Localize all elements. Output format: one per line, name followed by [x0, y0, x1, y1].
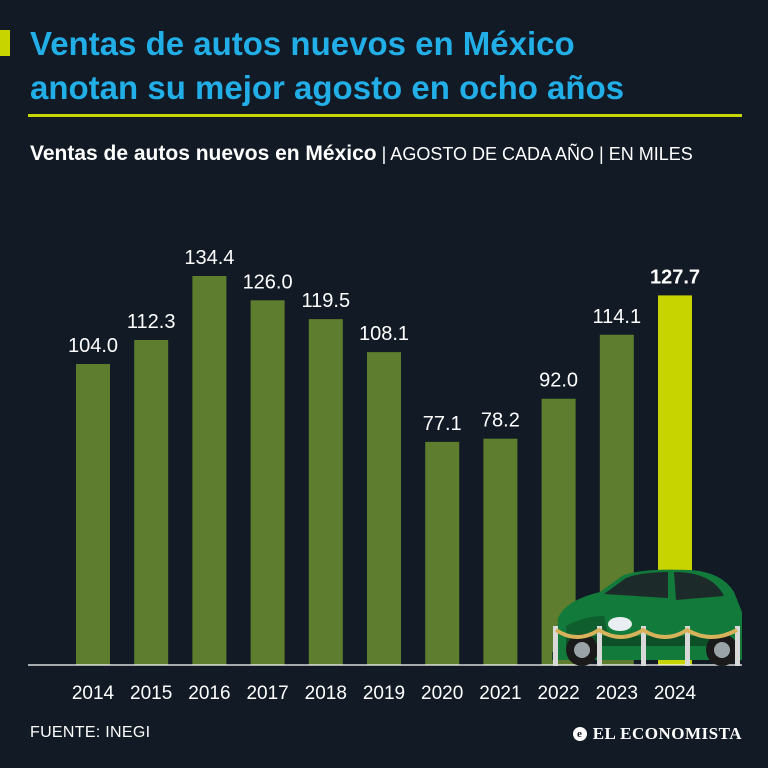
e-logo-icon: e	[572, 727, 587, 741]
bar-2020	[425, 441, 460, 665]
tick-label-2018: 2018	[305, 683, 347, 704]
brand-logo: e EL ECONOMISTA	[572, 724, 742, 744]
data-label-2024: 127.7	[650, 266, 700, 288]
bar-2015	[134, 339, 169, 665]
tick-label-2019: 2019	[363, 683, 405, 704]
data-label-2022: 92.0	[539, 370, 578, 392]
data-label-2023: 114.1	[593, 306, 642, 328]
tick-label-2021: 2021	[479, 683, 521, 704]
data-label-2014: 104.0	[68, 335, 118, 357]
tick-label-2020: 2020	[421, 683, 463, 704]
bar-2018	[308, 319, 343, 665]
data-label-2018: 119.5	[302, 290, 351, 312]
tick-label-2016: 2016	[188, 683, 230, 704]
headline-accent-mark	[0, 30, 10, 56]
headline-line-2: anotan su mejor agosto en ocho años	[30, 69, 625, 106]
bar-2014	[76, 363, 110, 665]
tick-label-2024: 2024	[654, 683, 697, 704]
chart-subtitle: Ventas de autos nuevos en México | AGOST…	[30, 138, 750, 170]
tick-label-2014: 2014	[72, 683, 115, 704]
data-label-2017: 126.0	[243, 271, 293, 293]
headline: Ventas de autos nuevos en México anotan …	[30, 22, 750, 110]
tick-label-2017: 2017	[246, 683, 288, 704]
data-label-2021: 78.2	[481, 410, 520, 432]
tick-label-2015: 2015	[130, 683, 172, 704]
bar-group: 104.0 112.3 134.4 126.0 119.5 108.1 77.1 78.2 92…	[68, 247, 700, 665]
tick-label-2022: 2022	[537, 683, 579, 704]
headline-divider	[28, 114, 742, 117]
data-label-2020: 77.1	[423, 413, 462, 435]
bar-2016	[192, 276, 227, 665]
bar-2017	[250, 300, 285, 665]
x-axis-ticks: 2014 2015 2016 2017 2018 2019 2020 2021 2022 2023…	[72, 683, 697, 704]
data-label-2016: 134.4	[184, 247, 234, 269]
bar-2019	[367, 352, 401, 665]
source-note: FUENTE: INEGI	[30, 724, 151, 741]
data-label-2019: 108.1	[359, 323, 409, 345]
chart-title: Ventas de autos nuevos en México	[30, 142, 377, 165]
data-label-2015: 112.3	[127, 311, 176, 333]
brand-name: EL ECONOMISTA	[592, 724, 742, 743]
car-illustration	[552, 569, 742, 666]
bar-2021	[483, 438, 518, 665]
chart-units: | AGOSTO DE CADA AÑO | EN MILES	[376, 144, 693, 164]
headline-line-1: Ventas de autos nuevos en México	[30, 25, 575, 62]
tick-label-2023: 2023	[596, 683, 638, 704]
